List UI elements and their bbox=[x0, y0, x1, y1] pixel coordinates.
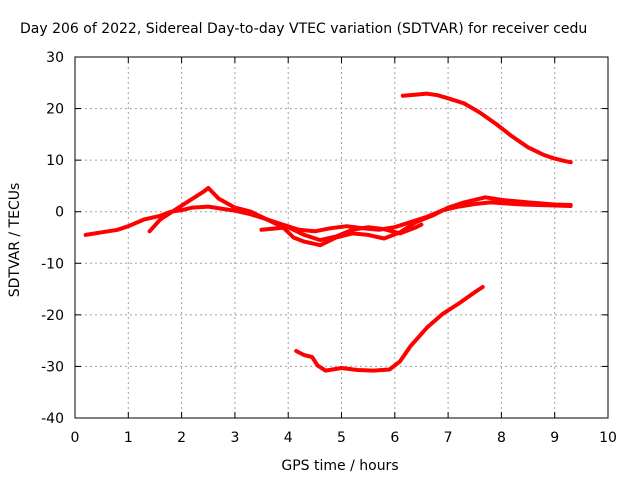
series-line-main-band-b bbox=[147, 186, 573, 248]
x-tick-label: 9 bbox=[550, 430, 559, 446]
chart-title: Day 206 of 2022, Sidereal Day-to-day VTE… bbox=[20, 21, 587, 37]
series-line-main-band-a bbox=[83, 200, 573, 237]
x-tick-label: 8 bbox=[497, 430, 506, 446]
y-tick-label: -20 bbox=[41, 308, 64, 324]
y-tick-label: 10 bbox=[46, 153, 64, 169]
x-tick-label: 1 bbox=[124, 430, 133, 446]
ticks bbox=[74, 56, 609, 419]
y-tick-label: 20 bbox=[46, 102, 64, 118]
y-tick-labels: -40 -30 -20 -10 0 10 20 30 bbox=[41, 50, 64, 427]
y-tick-label: 0 bbox=[55, 205, 64, 221]
x-tick-label: 0 bbox=[71, 430, 80, 446]
x-tick-labels: 0 1 2 3 4 5 6 7 8 9 10 bbox=[71, 430, 617, 446]
series-line-upper-arc bbox=[400, 91, 573, 165]
x-tick-label: 5 bbox=[337, 430, 346, 446]
y-tick-label: 30 bbox=[46, 50, 64, 66]
x-tick-label: 10 bbox=[599, 430, 617, 446]
y-axis-label: SDTVAR / TECUs bbox=[7, 183, 23, 298]
x-tick-label: 6 bbox=[390, 430, 399, 446]
x-tick-label: 4 bbox=[284, 430, 293, 446]
series-group bbox=[83, 91, 573, 373]
x-tick-label: 7 bbox=[444, 430, 453, 446]
y-tick-label: -10 bbox=[41, 256, 64, 272]
x-tick-label: 2 bbox=[177, 430, 186, 446]
y-tick-label: -40 bbox=[41, 411, 64, 427]
series-line-lower-arc bbox=[294, 285, 485, 373]
x-axis-label: GPS time / hours bbox=[281, 458, 398, 474]
series-line-main-band-c bbox=[259, 222, 424, 243]
x-tick-label: 3 bbox=[230, 430, 239, 446]
y-tick-label: -30 bbox=[41, 359, 64, 375]
